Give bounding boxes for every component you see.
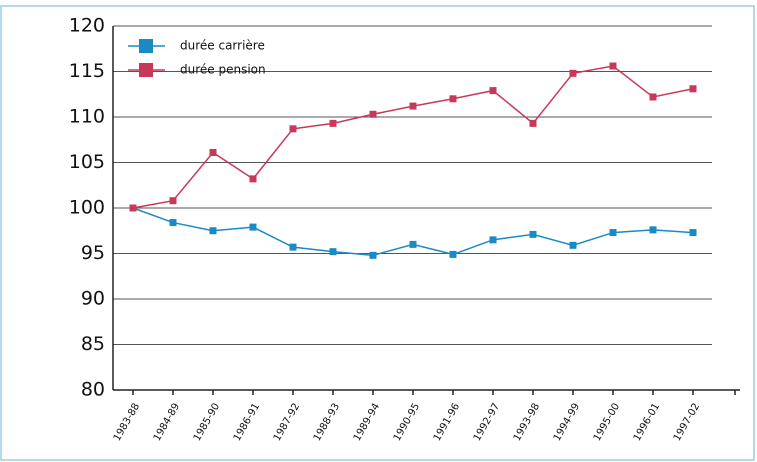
- point: [609, 62, 617, 70]
- y-tick-label: 90: [81, 288, 105, 310]
- y-tick-label: 115: [69, 60, 105, 82]
- point: [249, 223, 257, 231]
- point: [209, 148, 217, 156]
- point: [409, 102, 417, 110]
- point: [449, 95, 457, 103]
- point: [569, 69, 577, 77]
- point: [569, 241, 577, 249]
- x-tick-label: 1984-89: [152, 402, 182, 444]
- y-tick-label: 80: [81, 379, 105, 401]
- y-tick-label: 105: [69, 151, 105, 173]
- point: [249, 175, 257, 183]
- point: [289, 125, 297, 133]
- point: [289, 243, 297, 251]
- point: [329, 119, 337, 127]
- x-tick-label: 1990-95: [392, 402, 422, 444]
- x-tick-label: 1994-99: [552, 402, 582, 444]
- point: [369, 251, 377, 259]
- point: [609, 229, 617, 237]
- legend-label: durée pension: [180, 63, 266, 77]
- point: [169, 219, 177, 227]
- y-tick-label: 110: [69, 106, 105, 128]
- x-tick-label: 1988-93: [312, 402, 342, 444]
- x-tick-label: 1989-94: [352, 402, 382, 444]
- point: [329, 248, 337, 256]
- x-tick-label: 1996-01: [632, 402, 662, 444]
- x-tick-label: 1995-00: [592, 402, 622, 444]
- legend-marker: [139, 39, 153, 53]
- point: [489, 236, 497, 244]
- point: [169, 197, 177, 205]
- series-line: [132, 207, 694, 257]
- point: [689, 85, 697, 93]
- point: [689, 229, 697, 237]
- x-tick-label: 1986-91: [232, 402, 262, 444]
- x-tick-label: 1997-02: [672, 402, 702, 444]
- frame: [0, 5, 755, 461]
- point: [409, 240, 417, 248]
- y-tick-label: 95: [81, 242, 105, 264]
- point: [649, 93, 657, 101]
- point: [129, 204, 137, 212]
- point: [489, 87, 497, 95]
- point: [449, 250, 457, 258]
- y-tick-label: 120: [69, 15, 105, 37]
- point: [649, 226, 657, 234]
- x-tick-label: 1991-96: [432, 402, 462, 444]
- point: [529, 230, 537, 238]
- point: [369, 110, 377, 118]
- x-tick-label: 1993-98: [512, 402, 542, 444]
- legend-label: durée carrière: [180, 39, 265, 53]
- x-tick-label: 1992-97: [472, 402, 502, 444]
- x-tick-label: 1987-92: [272, 402, 302, 444]
- y-tick-label: 100: [69, 197, 105, 219]
- x-tick-label: 1983-88: [112, 402, 142, 444]
- x-tick-label: 1985-90: [192, 402, 222, 444]
- series-line: [132, 65, 694, 209]
- legend-marker: [139, 63, 153, 77]
- y-tick-label: 85: [81, 333, 105, 355]
- point: [209, 227, 217, 235]
- point: [529, 119, 537, 127]
